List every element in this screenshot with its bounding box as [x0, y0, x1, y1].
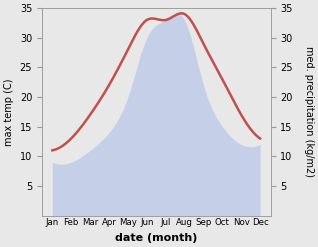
X-axis label: date (month): date (month) — [115, 233, 197, 243]
Y-axis label: max temp (C): max temp (C) — [4, 78, 14, 145]
Y-axis label: med. precipitation (kg/m2): med. precipitation (kg/m2) — [304, 46, 314, 177]
